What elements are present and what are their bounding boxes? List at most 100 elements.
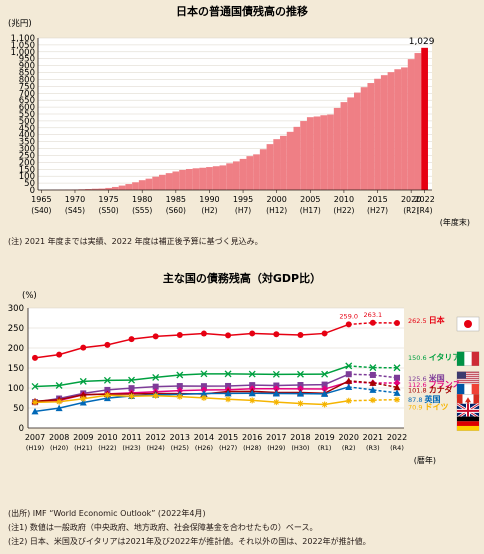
chart2-ytick-label: 100	[8, 384, 24, 394]
chart2-point	[297, 332, 304, 338]
chart2-point	[152, 383, 159, 390]
chart2-xtick-sublabel: (R2)	[342, 444, 356, 452]
chart2-xtick-label: 2012	[145, 433, 165, 442]
chart1-bar	[91, 188, 99, 190]
chart2-point	[321, 330, 328, 337]
chart1-bar	[138, 180, 146, 190]
chart1-xtick-sublabel: (H2)	[201, 206, 217, 215]
chart2-point	[249, 330, 256, 337]
chart1-xtick-label: 2010	[334, 195, 354, 204]
chart1-ytick-label: 950	[19, 55, 35, 65]
chart2-point	[297, 370, 304, 378]
chart1-bar	[85, 189, 92, 190]
chart1-bar	[280, 135, 287, 190]
chart2-point	[369, 386, 377, 393]
chart1-ytick-label: 500	[19, 117, 35, 127]
chart2-xtick-sublabel: (H28)	[243, 444, 261, 452]
chart2-legend-value: 125.6	[408, 375, 429, 383]
chart2-point	[104, 392, 111, 399]
chart2-point	[394, 374, 400, 381]
chart1-ytick-label: 1,000	[11, 48, 35, 58]
chart2-point	[176, 371, 184, 379]
chart2-point	[103, 376, 111, 384]
chart1-title: 日本の普通国債残高の推移	[176, 4, 308, 18]
chart2-series-line-estimate	[348, 373, 398, 379]
chart1-bar	[199, 167, 207, 190]
chart1-xlabel: (年度末)	[440, 217, 470, 227]
chart2-legend-label: 125.6 米国	[408, 373, 445, 383]
chart1-bar	[212, 166, 220, 190]
chart2-point	[369, 371, 376, 378]
debt-balance-chart: 日本の普通国債残高の推移 (兆円) 0501001502002503003504…	[8, 4, 470, 227]
chart2-xlabel: (暦年)	[414, 455, 436, 465]
chart2-series-line	[34, 394, 349, 406]
chart2-ylabel: (%)	[22, 291, 37, 301]
chart1-bar	[159, 174, 166, 190]
chart2-point	[200, 390, 208, 397]
chart2-legend-label: 150.6 イタリア	[408, 352, 460, 362]
chart1-xtick-sublabel: (R4)	[417, 206, 433, 215]
chart2-legend-value: 101.8	[408, 386, 429, 394]
chart2-point	[394, 396, 400, 403]
chart2-point	[321, 385, 329, 393]
chart2-legend-label: 112.6 フランス	[408, 380, 461, 389]
chart1-ytick-label: 200	[19, 158, 35, 168]
chart2-xtick-sublabel: (H23)	[122, 444, 140, 452]
chart2-legend-label: 101.8 カナダ	[408, 384, 453, 394]
chart2-xtick-label: 2021	[363, 433, 383, 442]
chart2-series-line-estimate	[348, 381, 397, 384]
chart2-point	[79, 391, 87, 398]
chart2-xtick-sublabel: (H22)	[98, 444, 116, 452]
chart2-point	[79, 377, 87, 385]
chart1-bar	[414, 53, 422, 191]
chart2-point	[152, 333, 159, 340]
chart2-series-line-estimate	[348, 322, 398, 326]
chart1-bar	[306, 117, 314, 190]
chart1-bar	[374, 78, 381, 190]
chart1-bar	[327, 114, 334, 190]
chart1-ytick-label: 700	[19, 89, 35, 99]
chart2-ytick-label: 200	[8, 344, 24, 354]
chart1-ytick-label: 50	[24, 179, 35, 189]
chart2-xtick-sublabel: (H24)	[147, 444, 165, 452]
chart2-series-line-estimate	[348, 398, 398, 402]
chart2-point	[297, 400, 304, 407]
chart1-bar	[111, 186, 119, 190]
chart1-xtick-sublabel: (S40)	[31, 206, 51, 215]
chart2-xtick-label: 2007	[25, 433, 45, 442]
japan-flag-icon	[456, 316, 480, 332]
chart1-xtick-sublabel: (H27)	[367, 206, 388, 215]
chart2-point	[345, 397, 352, 404]
chart2-legend-value: 70.9	[408, 404, 425, 412]
chart2-xtick-label: 2015	[218, 433, 238, 442]
chart2-point	[56, 398, 63, 405]
chart1-bar	[367, 83, 375, 190]
chart2-legend-label: 87.8 英国	[408, 394, 441, 404]
chart2-xtick-label: 2011	[121, 433, 141, 442]
chart2-legend-name: カナダ	[429, 384, 453, 394]
chart2-point	[393, 383, 401, 391]
chart2-xtick-label: 2019	[314, 433, 334, 442]
chart1-ytick-label: 1,050	[11, 41, 35, 51]
chart2-ytick-label: 250	[8, 324, 24, 334]
chart2-point	[249, 397, 256, 404]
chart1-ytick-label: 750	[19, 82, 35, 92]
chart2-point	[272, 389, 280, 397]
chart1-xtick-label: 1975	[98, 195, 118, 204]
debt-gdp-ratio-chart: 主な国の債務残高（対GDP比） (%) 259.0 263.1 0 50 100 150…	[8, 271, 480, 465]
chart1-xtick-label: 1990	[199, 195, 219, 204]
chart2-xtick-label: 2009	[73, 433, 93, 442]
chart2-legend-value: 87.8	[408, 396, 425, 404]
note-2: (注2) 日本、米国及びイタリアは2021年及び2022年が推計値。それ以外の国…	[8, 537, 371, 546]
chart2-ytick-label: 0	[19, 424, 24, 434]
chart1-bar	[259, 149, 267, 190]
chart2-point	[200, 394, 207, 401]
chart2-legend-label: 262.5 日本	[408, 315, 445, 325]
chart2-xtick-sublabel: (H20)	[50, 444, 68, 452]
chart2-series	[31, 362, 401, 390]
chart2-series-line	[34, 365, 349, 388]
chart2-point	[31, 407, 39, 415]
chart2-xtick-sublabel: (H19)	[26, 444, 44, 452]
chart1-xtick-sublabel: (S50)	[99, 206, 119, 215]
chart2-series-line-estimate	[348, 380, 398, 389]
